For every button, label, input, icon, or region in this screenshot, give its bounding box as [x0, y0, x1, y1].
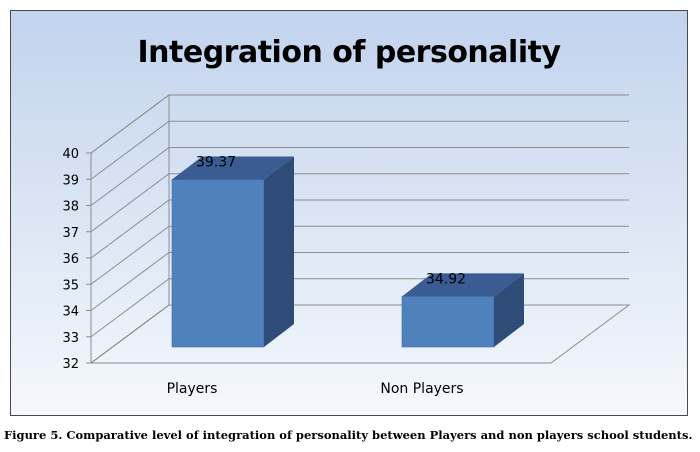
gridline [90, 94, 629, 154]
y-tick-label: 33 [62, 331, 79, 346]
gridline [90, 173, 629, 233]
y-tick-label: 35 [62, 278, 79, 293]
data-labels: 39.37 34.92 [196, 155, 466, 288]
gridline [90, 199, 629, 259]
bar-side [494, 273, 524, 347]
gridline [90, 278, 629, 338]
bar-side [264, 156, 294, 347]
data-label: 39.37 [196, 155, 236, 171]
bar-front [171, 179, 265, 348]
chart-title: Integration of personality [137, 35, 561, 70]
bars [171, 156, 524, 348]
gridline [90, 147, 629, 206]
y-tick-label: 40 [62, 147, 79, 162]
category-label: Players [167, 381, 218, 397]
floor [89, 304, 631, 364]
figure-caption: Figure 5. Comparative level of integrati… [4, 428, 693, 442]
gridline [90, 225, 629, 285]
y-tick-label: 38 [62, 200, 79, 215]
gridline [90, 120, 629, 180]
gridlines [90, 94, 629, 364]
bar-front [401, 296, 495, 348]
category-label: Non Players [380, 381, 463, 397]
plot-walls [89, 94, 631, 364]
y-axis-ticks: 32 33 34 35 36 37 38 39 40 [62, 147, 92, 372]
data-label: 34.92 [426, 271, 466, 287]
y-tick-label: 36 [62, 252, 79, 267]
chart-plot: 32 33 34 35 36 37 38 39 40 39.37 34.92 Players Non… [62, 94, 631, 397]
bar-top [402, 273, 524, 297]
gridline [90, 252, 629, 311]
y-tick-label: 39 [62, 173, 79, 188]
y-tick-label: 34 [62, 305, 79, 320]
y-tick-label: 37 [62, 226, 79, 241]
chart-frame: Integration of personality 32 33 34 35 36 37 3… [10, 10, 688, 416]
gridline [90, 304, 629, 364]
bar-top [172, 156, 294, 180]
x-axis-categories: Players Non Players [167, 381, 464, 397]
y-tick-label: 32 [62, 357, 79, 372]
